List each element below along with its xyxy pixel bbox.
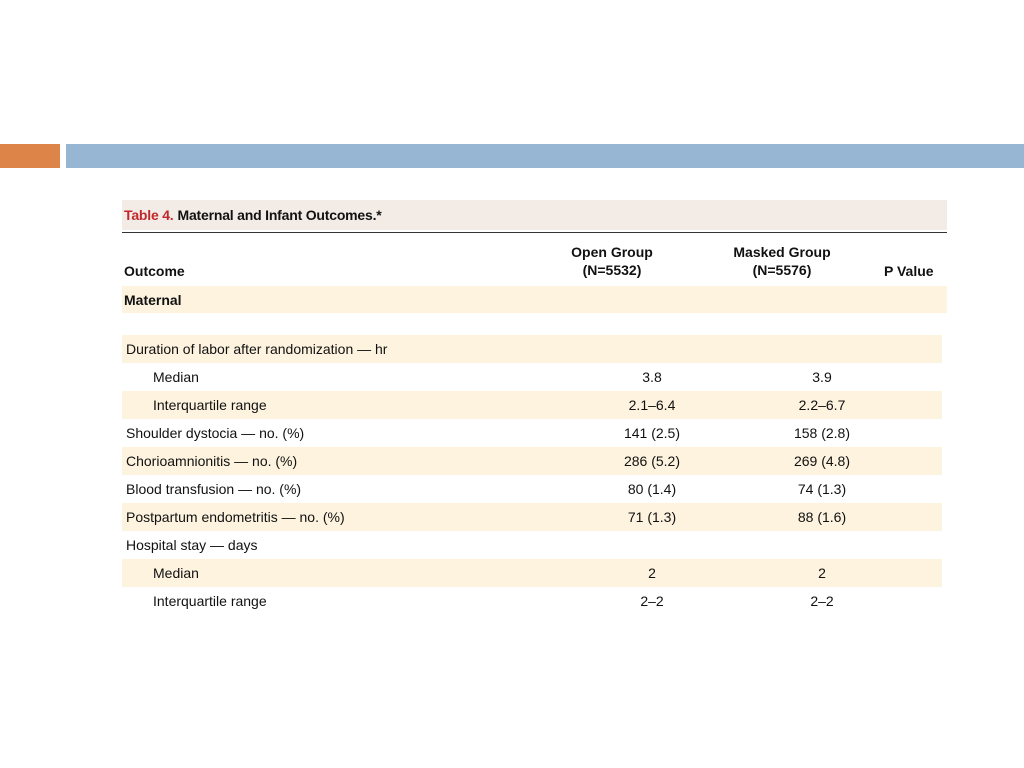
header-open-group-n: (N=5532) — [582, 262, 642, 278]
masked-value: 3.9 — [812, 369, 832, 385]
masked-value: 2–2 — [810, 593, 834, 609]
row-label: Chorioamnionitis — no. (%) — [126, 453, 298, 469]
table-row: Shoulder dystocia — no. (%) 141 (2.5) 15… — [122, 419, 942, 447]
open-value: 2–2 — [640, 593, 664, 609]
row-label: Duration of labor after randomization — … — [126, 341, 388, 357]
table-row: Duration of labor after randomization — … — [122, 335, 942, 363]
row-label: Interquartile range — [153, 397, 267, 413]
open-value: 3.8 — [642, 369, 662, 385]
header-open-group: Open Group (N=5532) — [562, 243, 662, 279]
header-masked-group-n: (N=5576) — [752, 262, 812, 278]
open-value: 2 — [648, 565, 656, 581]
accent-bar-orange — [0, 144, 60, 168]
row-label: Interquartile range — [153, 593, 267, 609]
table-row: Interquartile range 2–2 2–2 — [122, 587, 942, 615]
masked-value: 88 (1.6) — [797, 509, 847, 525]
row-label: Median — [153, 369, 199, 385]
header-p-value: P Value — [884, 263, 934, 279]
open-value: 80 (1.4) — [627, 481, 677, 497]
table-body: Duration of labor after randomization — … — [122, 335, 947, 615]
masked-value: 269 (4.8) — [793, 453, 851, 469]
table-row: Blood transfusion — no. (%) 80 (1.4) 74 … — [122, 475, 942, 503]
header-masked-group: Masked Group (N=5576) — [722, 243, 842, 279]
section-maternal: Maternal — [122, 286, 947, 313]
table-title: Maternal and Infant Outcomes.* — [177, 207, 382, 223]
row-label: Hospital stay — days — [126, 537, 258, 553]
open-value: 71 (1.3) — [627, 509, 677, 525]
open-value: 286 (5.2) — [623, 453, 681, 469]
table-row: Interquartile range 2.1–6.4 2.2–6.7 — [122, 391, 942, 419]
table-row: Median 2 2 — [122, 559, 942, 587]
masked-value: 158 (2.8) — [793, 425, 851, 441]
table-row: Median 3.8 3.9 — [122, 363, 942, 391]
row-label: Postpartum endometritis — no. (%) — [126, 509, 345, 525]
table-number: Table 4. — [124, 207, 174, 223]
masked-value: 2.2–6.7 — [798, 397, 846, 413]
masked-value: 2 — [818, 565, 826, 581]
table-row: Postpartum endometritis — no. (%) 71 (1.… — [122, 503, 942, 531]
header-masked-group-name: Masked Group — [733, 244, 831, 260]
row-label: Shoulder dystocia — no. (%) — [126, 425, 305, 441]
outcomes-table: Table 4. Maternal and Infant Outcomes.* … — [122, 200, 947, 615]
accent-bar-blue — [66, 144, 1024, 168]
row-label: Median — [153, 565, 199, 581]
header-open-group-name: Open Group — [571, 244, 653, 260]
table-caption: Table 4. Maternal and Infant Outcomes.* — [122, 200, 947, 230]
open-value: 141 (2.5) — [623, 425, 681, 441]
table-row: Hospital stay — days — [122, 531, 942, 559]
caption-rule — [122, 232, 947, 233]
row-label: Blood transfusion — no. (%) — [126, 481, 302, 497]
masked-value: 74 (1.3) — [797, 481, 847, 497]
table-row: Chorioamnionitis — no. (%) 286 (5.2) 269… — [122, 447, 942, 475]
table-header: Outcome Open Group (N=5532) Masked Group… — [122, 233, 947, 286]
open-value: 2.1–6.4 — [628, 397, 676, 413]
header-outcome: Outcome — [124, 263, 185, 279]
section-gap — [122, 313, 947, 335]
